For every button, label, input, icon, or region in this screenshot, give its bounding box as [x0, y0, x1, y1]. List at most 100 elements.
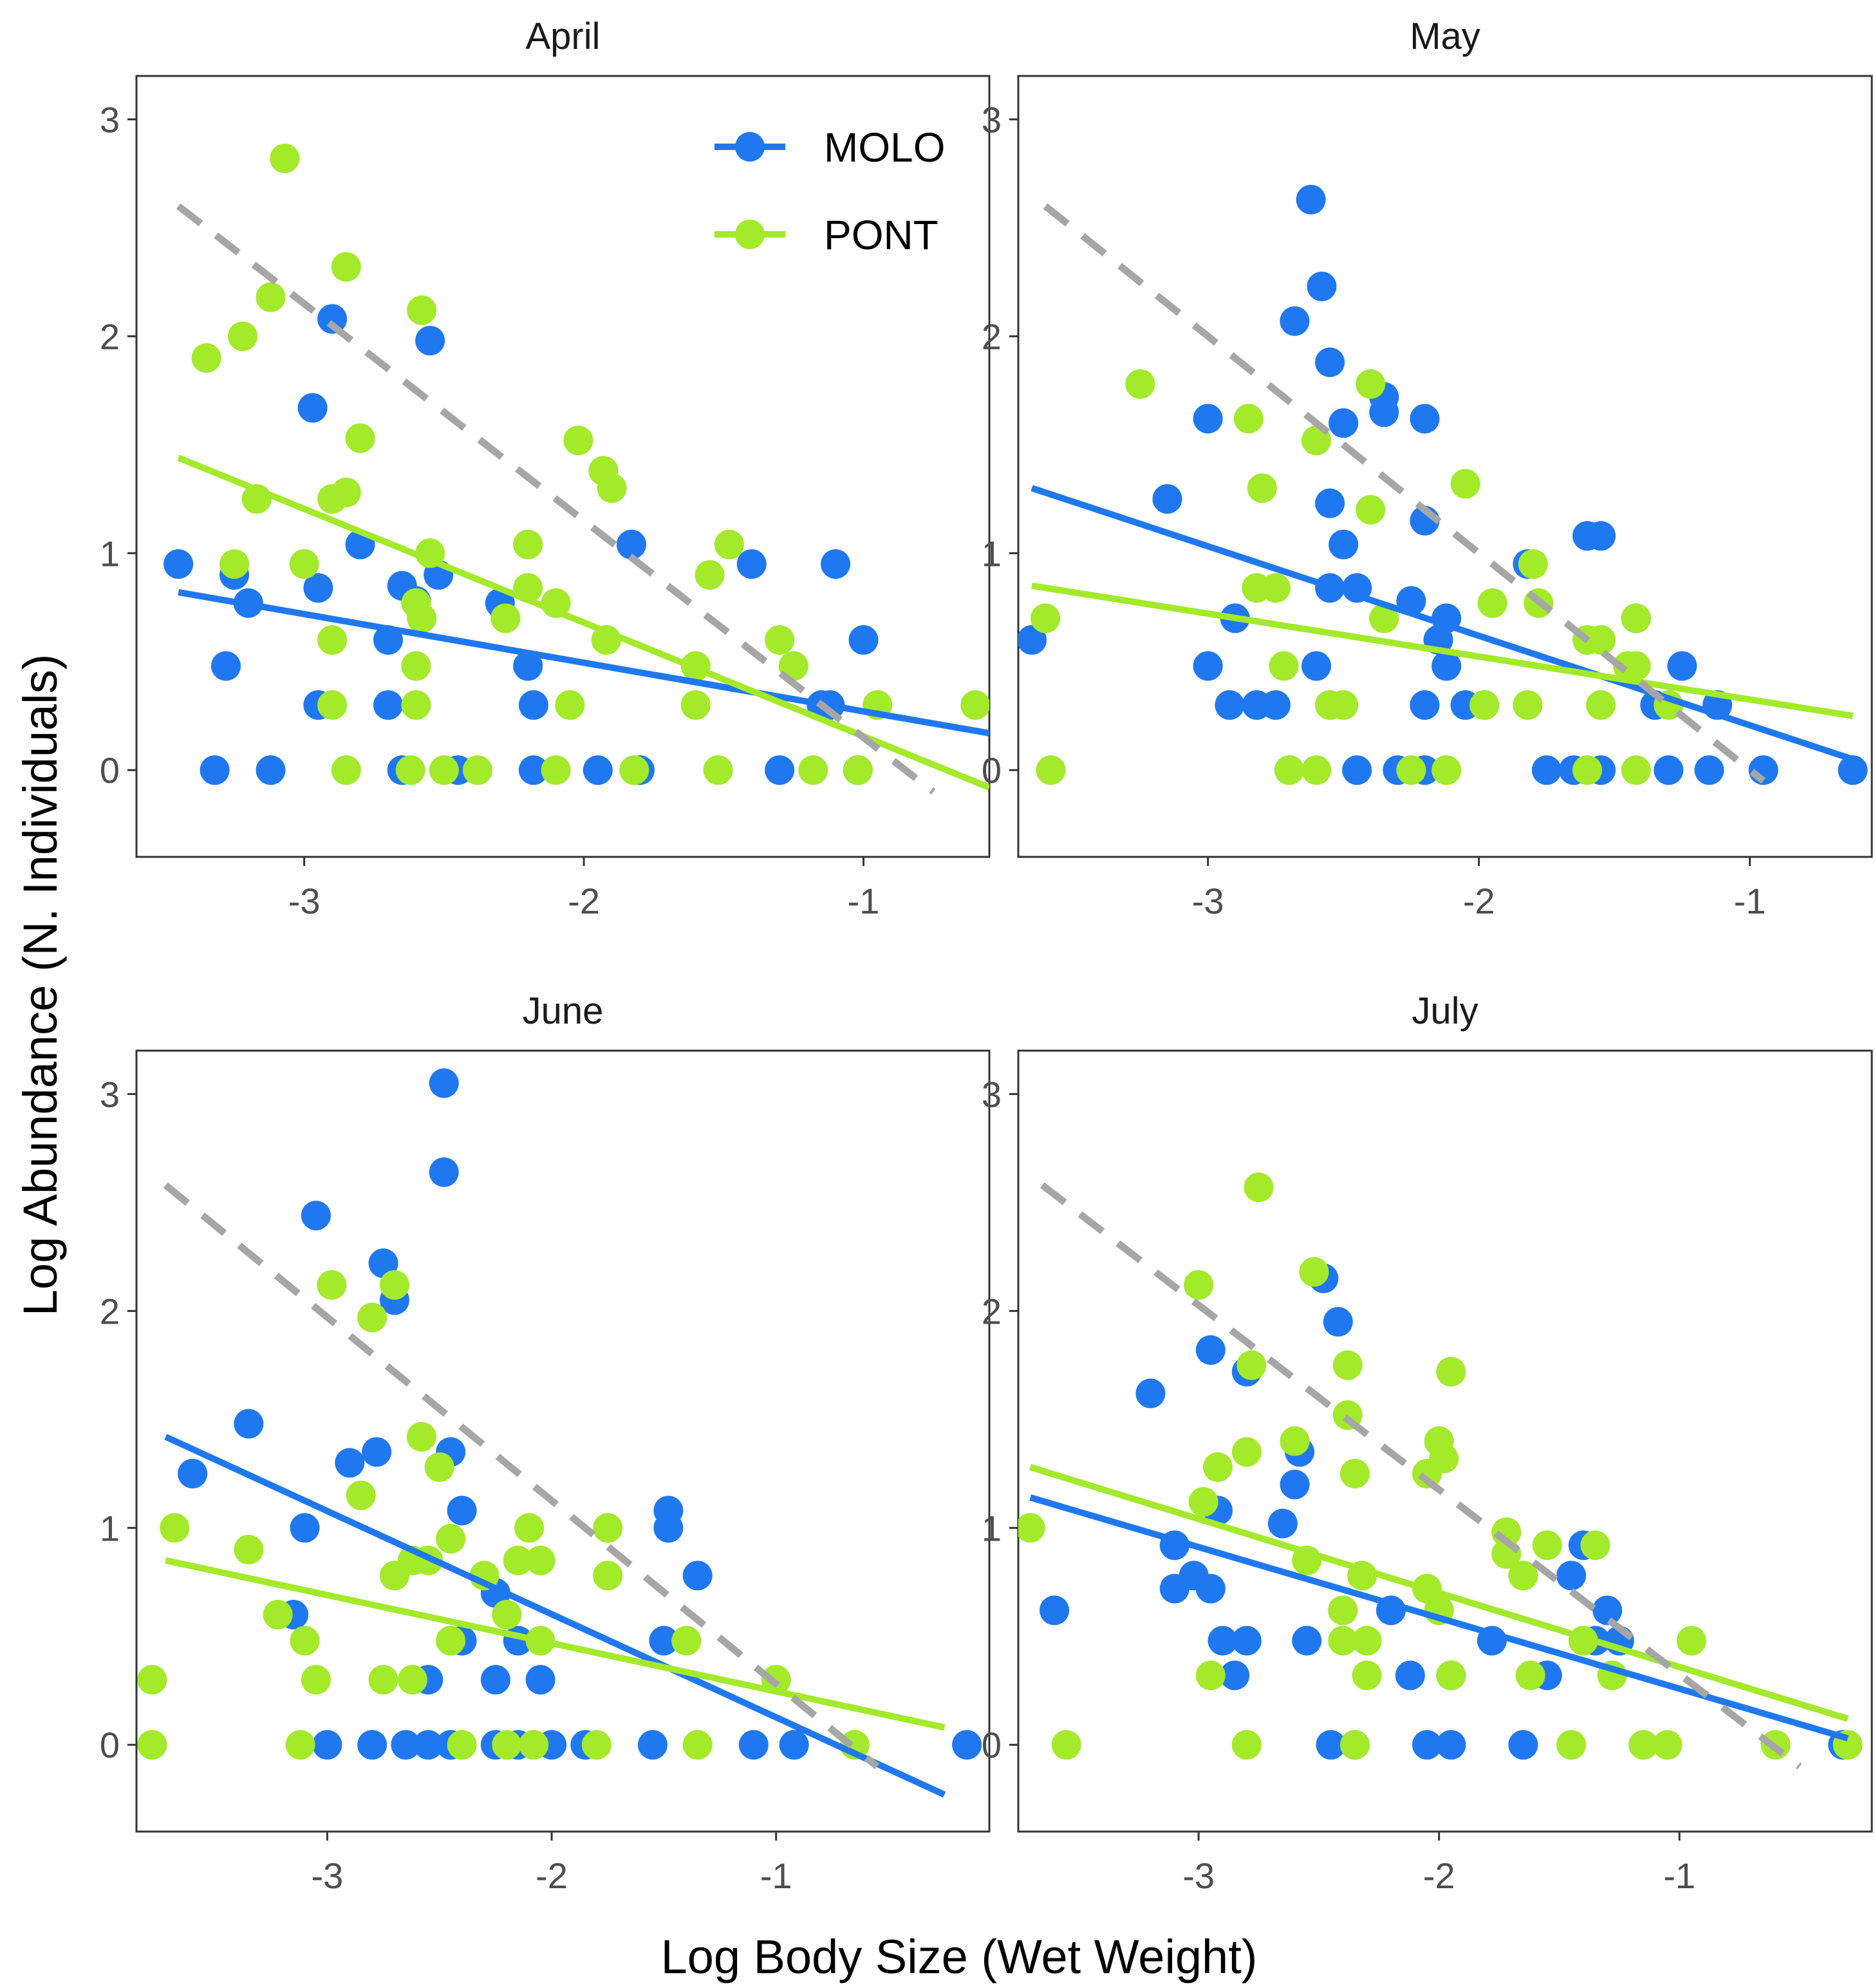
- point-molo: [256, 755, 286, 785]
- point-pont: [1299, 1257, 1329, 1287]
- x-axis-title: Log Body Size (Wet Weight): [661, 1930, 1258, 1983]
- point-pont: [137, 1730, 167, 1760]
- point-molo: [480, 1665, 510, 1695]
- point-molo: [765, 755, 795, 785]
- point-molo: [234, 1409, 264, 1439]
- y-tick-label: 0: [100, 1725, 120, 1765]
- panel-frame: [1017, 75, 1873, 858]
- panel-june: June 0 1 2 3 -3 -2 -1: [100, 990, 991, 1896]
- point-pont: [1328, 1595, 1358, 1626]
- point-pont: [1450, 469, 1480, 499]
- point-pont: [1301, 755, 1332, 785]
- point-pont: [290, 1626, 320, 1656]
- point-pont: [1195, 1660, 1226, 1691]
- point-pont: [555, 690, 585, 720]
- point-molo: [738, 1730, 769, 1760]
- x-tick-label: -2: [1423, 1855, 1455, 1896]
- point-pont: [317, 690, 348, 720]
- fit-line-pont: [165, 1557, 946, 1731]
- point-pont: [401, 651, 431, 681]
- point-pont: [1031, 603, 1061, 633]
- point-pont: [401, 690, 431, 720]
- point-pont: [137, 1665, 167, 1695]
- point-molo: [1193, 404, 1223, 434]
- point-pont: [1628, 1730, 1659, 1760]
- point-molo: [415, 326, 445, 356]
- point-pont: [357, 1302, 387, 1333]
- point-pont: [1572, 755, 1602, 785]
- point-pont: [525, 1545, 555, 1575]
- point-molo: [1307, 271, 1337, 301]
- panel-title: April: [525, 15, 600, 57]
- point-molo: [391, 1730, 421, 1760]
- point-pont: [331, 252, 361, 282]
- point-pont: [429, 755, 459, 785]
- point-pont: [1356, 369, 1386, 399]
- point-pont: [619, 755, 649, 785]
- point-molo: [317, 304, 348, 334]
- point-pont: [368, 1665, 398, 1695]
- point-molo: [178, 1459, 208, 1489]
- point-pont: [503, 1545, 533, 1575]
- point-pont: [331, 755, 361, 785]
- point-pont: [695, 559, 725, 590]
- point-molo: [1410, 404, 1440, 434]
- point-pont: [1036, 755, 1066, 785]
- point-molo: [1395, 1660, 1425, 1691]
- point-molo: [637, 1730, 667, 1760]
- y-tick-label: 3: [100, 1074, 120, 1114]
- point-molo: [1135, 1378, 1166, 1409]
- point-molo: [1329, 408, 1359, 438]
- reference-line: [1043, 203, 1766, 784]
- x-tick-label: -2: [536, 1855, 568, 1896]
- point-molo: [211, 651, 241, 681]
- point-pont: [1339, 1459, 1370, 1489]
- point-molo: [1432, 651, 1462, 681]
- point-pont: [191, 343, 221, 373]
- x-tick-label: -3: [311, 1855, 343, 1896]
- point-molo: [373, 690, 403, 720]
- x-tick-label: -2: [1463, 881, 1495, 921]
- point-pont: [331, 477, 361, 507]
- point-pont: [1580, 1530, 1610, 1561]
- point-pont: [1269, 651, 1299, 681]
- point-pont: [1018, 1513, 1045, 1543]
- point-molo: [848, 625, 879, 655]
- point-molo: [335, 1448, 365, 1478]
- point-molo: [1436, 1730, 1466, 1760]
- point-molo: [1193, 651, 1223, 681]
- point-pont: [1203, 1452, 1233, 1482]
- point-pont: [492, 1730, 522, 1760]
- point-pont: [346, 1480, 376, 1510]
- point-molo: [1342, 755, 1372, 785]
- fit-line-molo: [164, 1434, 946, 1798]
- point-pont: [1233, 404, 1264, 434]
- point-pont: [1332, 1350, 1363, 1380]
- point-pont: [345, 423, 375, 453]
- point-pont: [1339, 1730, 1370, 1760]
- point-pont: [765, 625, 795, 655]
- y-tick-label: 1: [982, 1508, 1002, 1548]
- point-pont: [397, 1665, 427, 1695]
- point-pont: [1477, 588, 1507, 618]
- point-pont: [514, 1513, 545, 1543]
- point-molo: [1410, 690, 1440, 720]
- point-pont: [714, 529, 744, 559]
- point-pont: [379, 1270, 409, 1300]
- point-pont: [1515, 1660, 1545, 1691]
- fit-line-molo: [1031, 485, 1854, 763]
- point-pont: [447, 1730, 477, 1760]
- point-molo: [312, 1730, 342, 1760]
- point-pont: [1125, 369, 1155, 399]
- point-molo: [303, 573, 333, 603]
- x-tick-label: -2: [568, 881, 600, 921]
- point-pont: [395, 755, 425, 785]
- fit-line-molo: [178, 589, 989, 736]
- point-pont: [317, 1270, 347, 1300]
- point-pont: [513, 529, 543, 559]
- y-tick-label: 3: [982, 1074, 1002, 1114]
- point-molo: [1215, 690, 1245, 720]
- point-pont: [407, 295, 437, 325]
- point-pont: [436, 1626, 466, 1656]
